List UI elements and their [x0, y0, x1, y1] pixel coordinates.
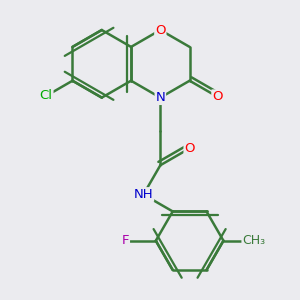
Text: O: O	[155, 23, 166, 37]
Text: O: O	[212, 90, 223, 103]
Text: O: O	[184, 142, 195, 155]
Text: F: F	[122, 234, 129, 247]
Text: N: N	[155, 91, 165, 104]
Text: Cl: Cl	[40, 89, 52, 102]
Text: NH: NH	[134, 188, 153, 201]
Text: CH₃: CH₃	[242, 234, 266, 247]
